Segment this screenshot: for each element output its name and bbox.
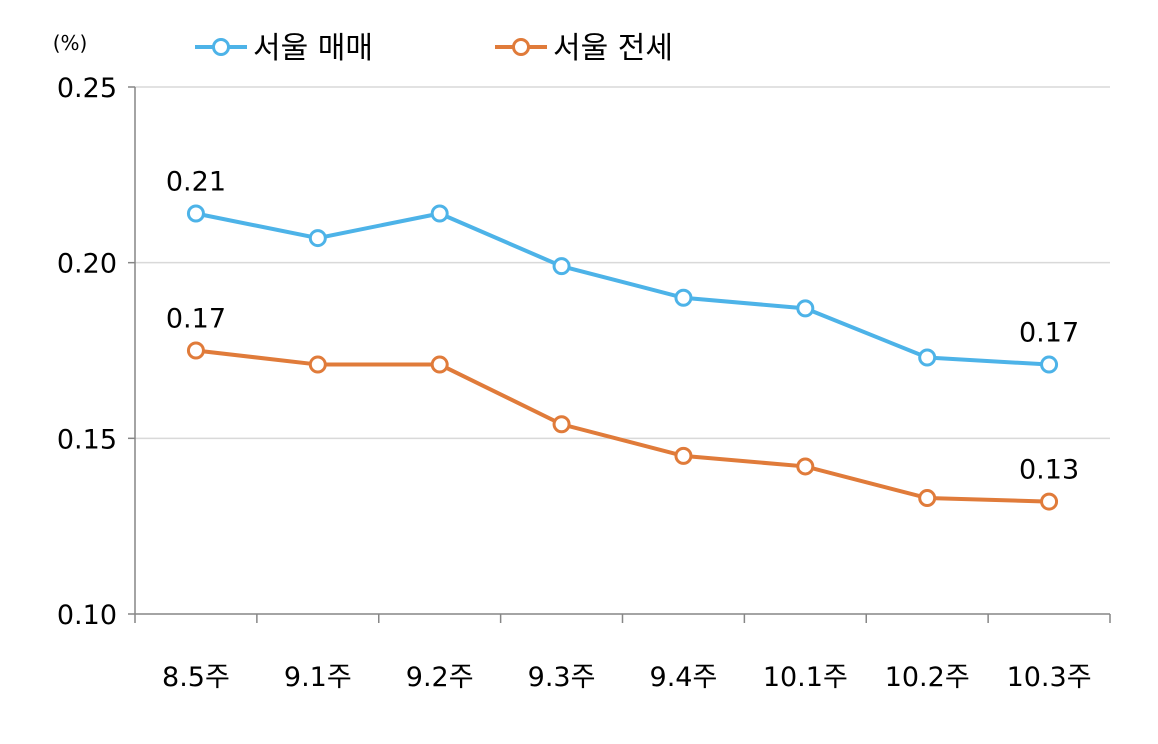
legend-marker bbox=[512, 38, 530, 56]
x-tick-label: 10.3주 bbox=[1007, 662, 1092, 693]
data-point bbox=[1040, 355, 1059, 374]
data-point bbox=[674, 446, 693, 465]
y-tick-label: 0.25 bbox=[57, 73, 117, 104]
data-point bbox=[308, 229, 327, 248]
data-point bbox=[796, 457, 815, 476]
axes: 0.10 0.15 0.20 0.25 8.5주 9.1주 9.2주 9.3주 9.4주 10.1… bbox=[57, 73, 1111, 693]
legend: 서울 매매 서울 전세 bbox=[195, 31, 673, 66]
data-label: 0.17 bbox=[166, 304, 226, 335]
data-point bbox=[918, 348, 937, 367]
data-label: 0.13 bbox=[1019, 455, 1079, 486]
y-tick-label: 0.20 bbox=[57, 249, 117, 280]
data-point bbox=[918, 489, 937, 508]
x-tick-label: 10.1주 bbox=[763, 662, 848, 693]
data-point bbox=[430, 355, 449, 374]
legend-marker bbox=[212, 38, 230, 56]
data-label: 0.21 bbox=[166, 166, 226, 197]
y-unit-label: (%) bbox=[53, 31, 88, 55]
legend-label: 서울 매매 bbox=[253, 31, 373, 66]
series-line bbox=[195, 348, 1050, 504]
x-tick-label: 9.4주 bbox=[650, 662, 718, 693]
data-point bbox=[1040, 492, 1059, 511]
data-point bbox=[186, 341, 205, 360]
data-point bbox=[674, 288, 693, 307]
x-tick-label: 10.2주 bbox=[885, 662, 970, 693]
x-tick-label: 9.1주 bbox=[284, 662, 352, 693]
data-label: 0.17 bbox=[1019, 318, 1079, 349]
data-point bbox=[308, 355, 327, 374]
legend-label: 서울 전세 bbox=[553, 31, 673, 66]
grid bbox=[135, 86, 1110, 440]
x-tick-label: 9.2주 bbox=[406, 662, 474, 693]
x-tick-label: 8.5주 bbox=[162, 662, 230, 693]
y-tick-label: 0.10 bbox=[57, 600, 117, 631]
y-tick-label: 0.15 bbox=[57, 424, 117, 455]
series: 0.21 0.17 0.17 0.13 bbox=[166, 166, 1079, 511]
data-point bbox=[430, 204, 449, 223]
data-point bbox=[552, 257, 571, 276]
data-point bbox=[186, 204, 205, 223]
series-line bbox=[195, 211, 1050, 367]
data-point bbox=[552, 415, 571, 434]
x-tick-label: 9.3주 bbox=[528, 662, 596, 693]
data-point bbox=[796, 299, 815, 318]
